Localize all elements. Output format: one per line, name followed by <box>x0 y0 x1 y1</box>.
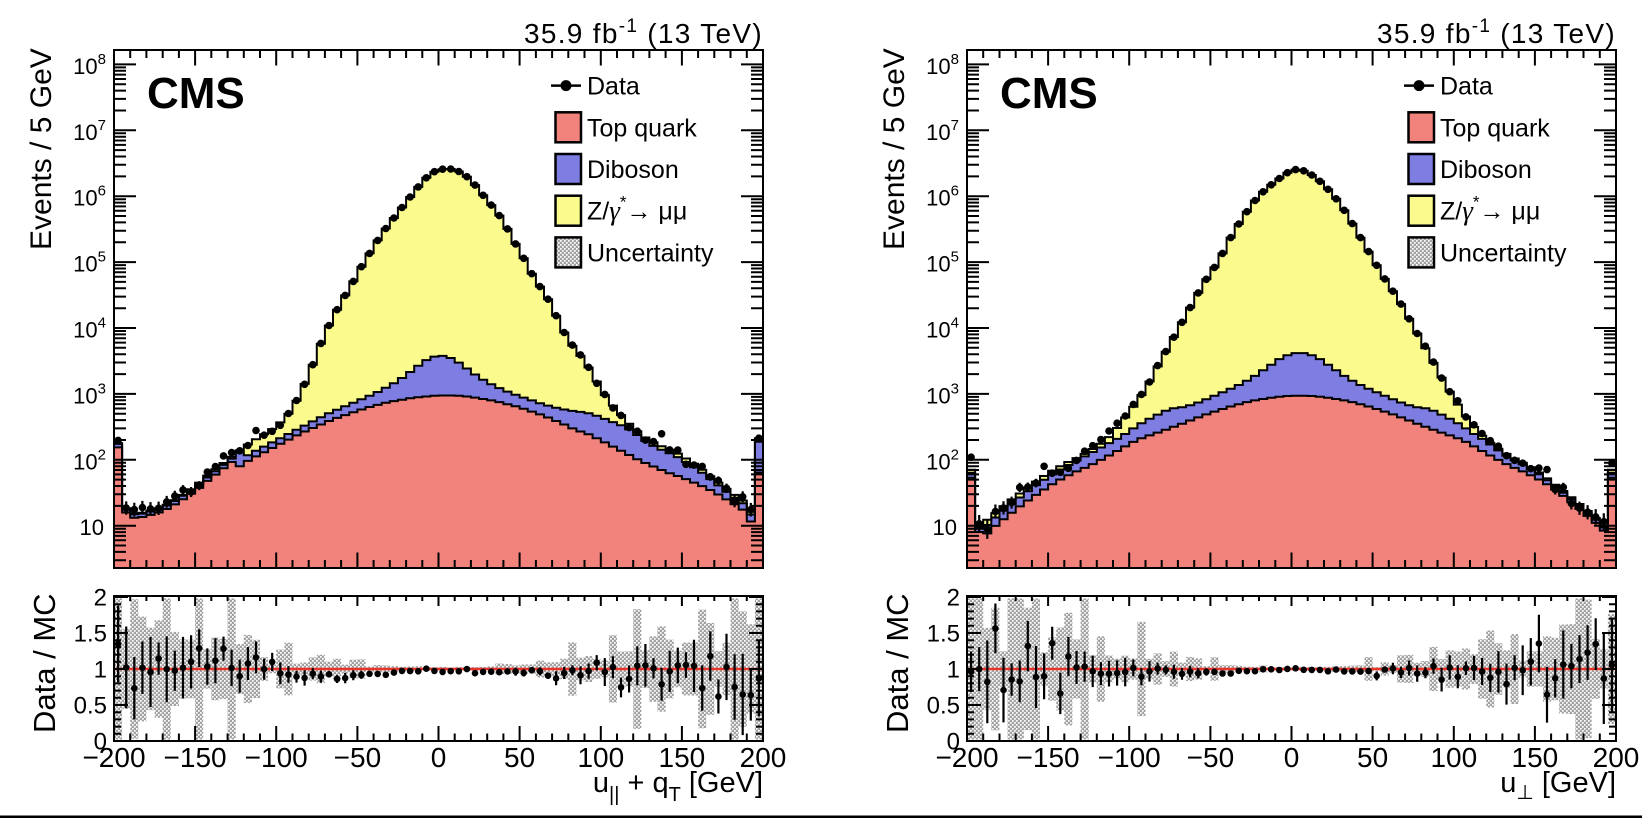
svg-text:106: 106 <box>926 183 959 211</box>
svg-text:Uncertainty: Uncertainty <box>1440 239 1567 267</box>
svg-text:50: 50 <box>504 742 535 773</box>
svg-text:200: 200 <box>740 742 787 773</box>
svg-text:Diboson: Diboson <box>1440 156 1532 184</box>
svg-text:1: 1 <box>94 657 107 684</box>
svg-text:u⊥ [GeV]: u⊥ [GeV] <box>1500 767 1616 804</box>
svg-text:−150: −150 <box>164 742 227 773</box>
svg-text:−100: −100 <box>245 742 308 773</box>
svg-text:Z/γ*→ μμ: Z/γ*→ μμ <box>587 193 687 226</box>
svg-text:−200: −200 <box>82 742 145 773</box>
svg-text:Diboson: Diboson <box>587 156 679 184</box>
svg-text:0: 0 <box>94 729 107 756</box>
svg-text:0.5: 0.5 <box>74 693 107 720</box>
svg-text:35.9 fb-1 (13 TeV): 35.9 fb-1 (13 TeV) <box>524 16 763 49</box>
svg-text:0: 0 <box>431 742 447 773</box>
svg-text:Data: Data <box>1440 73 1493 101</box>
svg-text:Events / 5 GeV: Events / 5 GeV <box>25 48 58 250</box>
svg-text:10: 10 <box>933 515 957 540</box>
svg-text:150: 150 <box>1512 742 1559 773</box>
svg-text:10: 10 <box>80 515 104 540</box>
svg-text:Top quark: Top quark <box>587 114 697 142</box>
svg-text:100: 100 <box>1430 742 1477 773</box>
svg-text:200: 200 <box>1593 742 1640 773</box>
svg-text:Uncertainty: Uncertainty <box>587 239 714 267</box>
svg-text:35.9 fb-1 (13 TeV): 35.9 fb-1 (13 TeV) <box>1377 16 1616 49</box>
svg-text:Data / MC: Data / MC <box>27 593 62 733</box>
svg-text:1.5: 1.5 <box>74 621 107 648</box>
svg-text:0: 0 <box>947 729 960 756</box>
svg-text:Data: Data <box>587 73 640 101</box>
svg-text:1: 1 <box>947 657 960 684</box>
svg-text:−200: −200 <box>935 742 998 773</box>
svg-text:2: 2 <box>947 585 960 612</box>
svg-text:50: 50 <box>1357 742 1388 773</box>
svg-text:Events / 5 GeV: Events / 5 GeV <box>878 48 911 250</box>
svg-text:−50: −50 <box>334 742 382 773</box>
svg-text:CMS: CMS <box>147 69 245 118</box>
svg-text:Z/γ*→ μμ: Z/γ*→ μμ <box>1440 193 1540 226</box>
svg-text:−150: −150 <box>1017 742 1080 773</box>
svg-text:0.5: 0.5 <box>927 693 960 720</box>
svg-text:Data / MC: Data / MC <box>880 593 915 733</box>
svg-text:0: 0 <box>1284 742 1300 773</box>
svg-text:−50: −50 <box>1187 742 1235 773</box>
svg-text:150: 150 <box>659 742 706 773</box>
svg-text:1.5: 1.5 <box>927 621 960 648</box>
svg-text:2: 2 <box>94 585 107 612</box>
svg-text:u|| + qT [GeV]: u|| + qT [GeV] <box>593 767 763 806</box>
svg-text:Top quark: Top quark <box>1440 114 1550 142</box>
svg-text:CMS: CMS <box>1000 69 1098 118</box>
svg-text:100: 100 <box>577 742 624 773</box>
svg-text:−100: −100 <box>1098 742 1161 773</box>
